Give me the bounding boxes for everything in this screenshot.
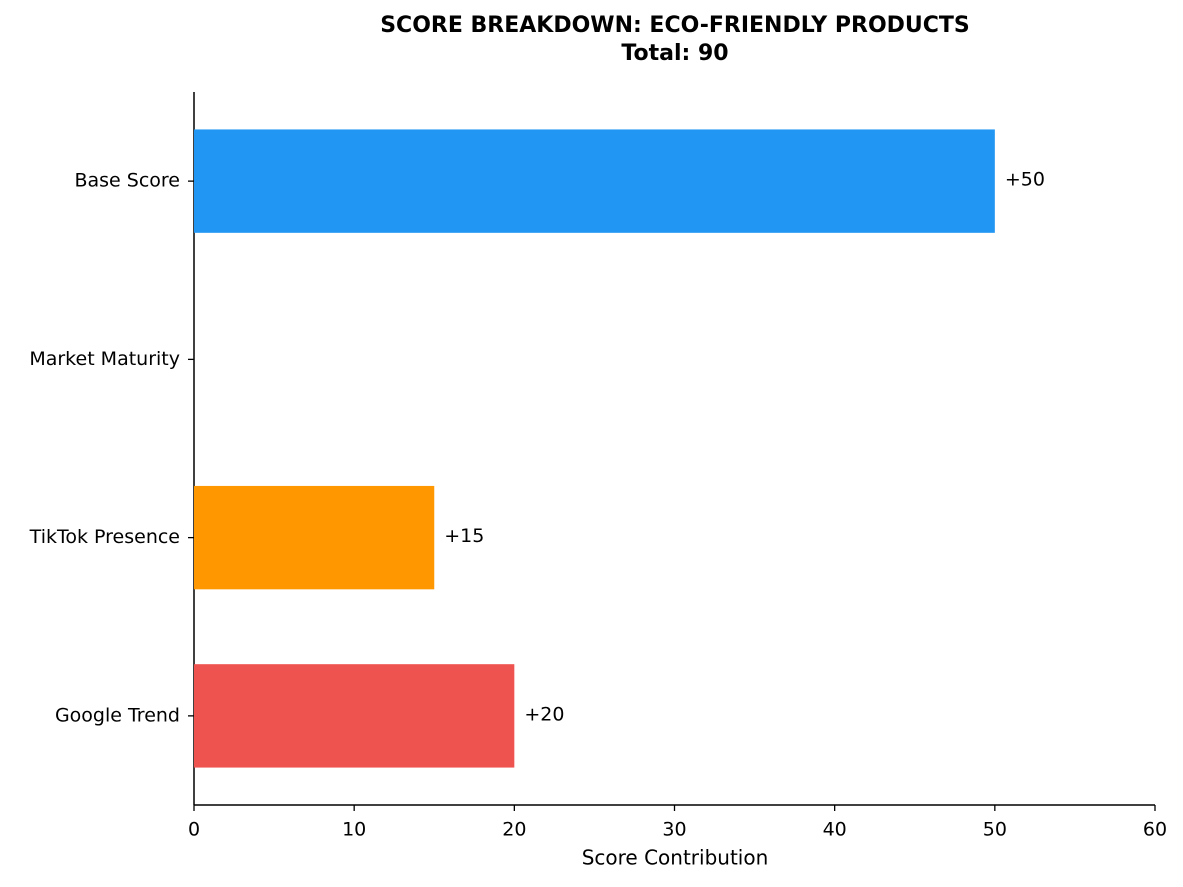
x-tick-label: 10 bbox=[342, 819, 366, 841]
bar bbox=[194, 129, 995, 233]
y-tick-label: Base Score bbox=[74, 170, 180, 192]
bar bbox=[194, 485, 435, 590]
x-tick-label: 40 bbox=[823, 819, 847, 841]
y-tick-label: Google Trend bbox=[55, 704, 180, 726]
x-axis-label: Score Contribution bbox=[582, 846, 769, 870]
x-tick-label: 60 bbox=[1143, 819, 1167, 841]
x-tick-label: 0 bbox=[188, 819, 200, 841]
value-label: +20 bbox=[524, 703, 564, 725]
x-tick-label: 50 bbox=[983, 819, 1007, 841]
x-tick-label: 20 bbox=[502, 819, 526, 841]
y-tick-label: Market Maturity bbox=[29, 348, 180, 370]
y-tick-label: TikTok Presence bbox=[29, 526, 180, 548]
value-label: +50 bbox=[1005, 169, 1045, 191]
value-label: +15 bbox=[444, 525, 484, 547]
x-tick-label: 30 bbox=[662, 819, 686, 841]
bar bbox=[194, 664, 515, 768]
chart-subtitle: Total: 90 bbox=[621, 41, 728, 66]
chart-title: SCORE BREAKDOWN: ECO-FRIENDLY PRODUCTS bbox=[380, 13, 970, 38]
